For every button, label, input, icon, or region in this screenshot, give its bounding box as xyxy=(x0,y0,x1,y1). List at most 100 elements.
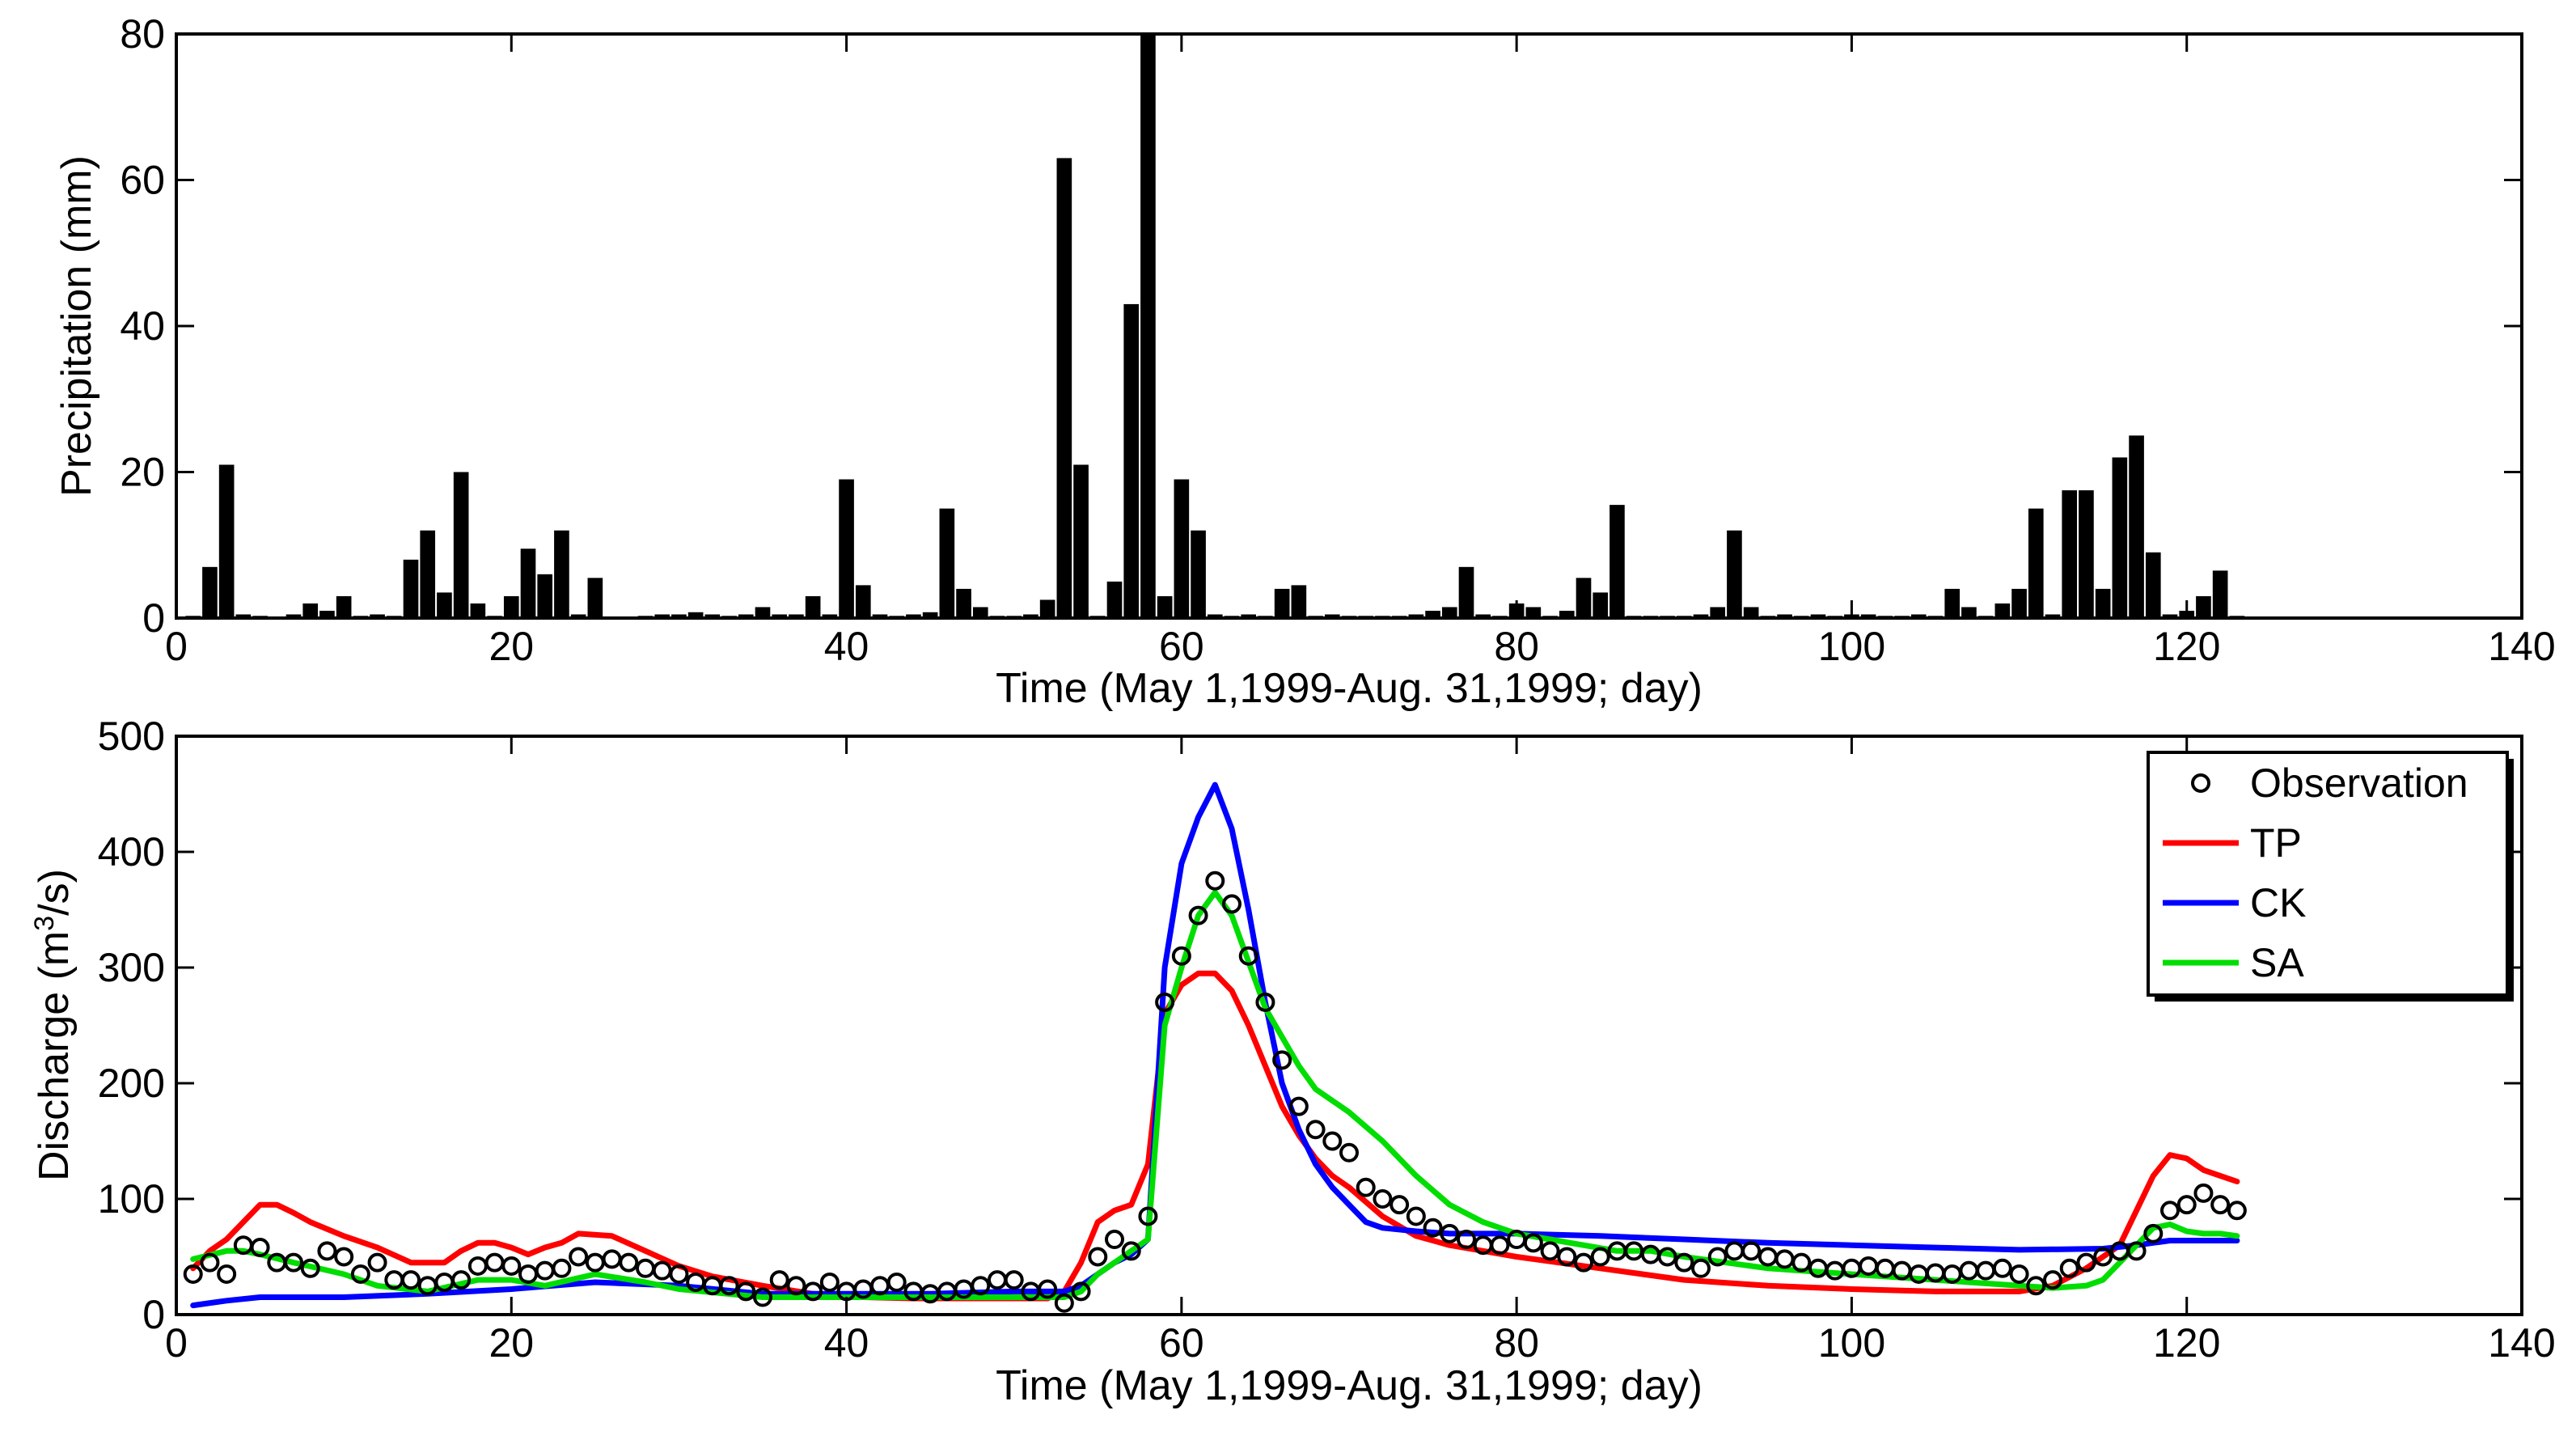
precipitation-bar xyxy=(2196,595,2211,618)
precipitation-bar xyxy=(1157,595,1173,618)
observation-point xyxy=(1054,1293,1074,1313)
precipitation-bar xyxy=(1408,614,1424,618)
x-tick-label: 0 xyxy=(165,624,188,669)
discharge-axes-box xyxy=(175,735,2523,1316)
y-tick-label: 100 xyxy=(98,1176,165,1222)
x-tick-label: 80 xyxy=(1494,1320,1539,1366)
observation-point xyxy=(1523,1233,1543,1253)
observation-point xyxy=(1373,1189,1393,1209)
observation-point xyxy=(2043,1270,2062,1290)
precipitation-bar xyxy=(1743,607,1759,618)
precipitation-bar xyxy=(1191,530,1206,618)
precipitation-ylabel: Precipitation (mm) xyxy=(53,155,100,497)
precipitation-bar xyxy=(755,607,771,618)
precipitation-bar xyxy=(218,464,235,618)
precipitation-bar xyxy=(671,614,687,618)
observation-point xyxy=(200,1252,220,1273)
y-tick-label: 0 xyxy=(142,595,165,641)
precipitation-bar xyxy=(453,472,469,618)
observation-point xyxy=(1741,1241,1762,1261)
precipitation-bar xyxy=(704,614,721,618)
x-tick-label: 100 xyxy=(1818,624,1885,669)
discharge-xlabel: Time (May 1,1999-Aug. 31,1999; day) xyxy=(996,1362,1703,1409)
discharge-ylabel-sup: 3 xyxy=(29,916,60,931)
precipitation-bar xyxy=(1241,614,1257,618)
precipitation-bar xyxy=(939,508,955,618)
y-tick-label: 500 xyxy=(98,714,165,759)
precipitation-bar xyxy=(2162,614,2178,618)
precipitation-bar xyxy=(587,578,603,618)
observation-point xyxy=(1188,905,1208,925)
precipitation-bar xyxy=(1994,603,2011,618)
observation-point xyxy=(1657,1247,1677,1267)
observation-point xyxy=(1004,1270,1024,1290)
x-tick-label: 140 xyxy=(2488,624,2555,669)
observation-point xyxy=(1255,992,1275,1012)
precipitation-bar xyxy=(1727,530,1742,618)
observation-point xyxy=(1390,1195,1410,1215)
precipitation-bar xyxy=(906,614,921,618)
precipitation-bar xyxy=(805,595,821,618)
y-tick-label: 400 xyxy=(98,829,165,875)
precipitation-bar xyxy=(470,603,486,618)
x-tick-label: 60 xyxy=(1159,1320,1204,1366)
observation-point xyxy=(1992,1258,2012,1278)
precipitation-bar xyxy=(1023,614,1038,618)
precipitation-bar xyxy=(1609,505,1625,618)
precipitation-bar xyxy=(1576,578,1592,618)
precipitation-chart: 0 20 40 60 80 100 120 140 0 20 40 60 80 Time (May 1,… xyxy=(53,11,2556,712)
x-tick-label: 100 xyxy=(1818,1320,1885,1366)
precipitation-bar xyxy=(1693,614,1709,618)
x-tick-label: 120 xyxy=(2153,1320,2220,1366)
observation-point xyxy=(619,1252,639,1273)
observation-point xyxy=(1288,1096,1309,1116)
legend-marker-observation xyxy=(2191,773,2210,793)
precipitation-bar xyxy=(570,614,586,618)
observation-point xyxy=(1171,946,1191,966)
precipitation-bar xyxy=(2145,552,2161,618)
precipitation-bar xyxy=(1559,610,1575,618)
observation-point xyxy=(2227,1201,2247,1221)
precipitation-bar xyxy=(370,614,385,618)
series-line-tp xyxy=(190,970,2240,1302)
precipitation-bar xyxy=(687,612,704,618)
precipitation-bar xyxy=(537,574,553,618)
observation-point xyxy=(753,1287,772,1307)
precipitation-bar xyxy=(1073,464,1089,618)
observation-point xyxy=(1540,1241,1560,1261)
precipitation-bar xyxy=(738,614,754,618)
x-tick-label: 60 xyxy=(1159,624,1204,669)
observation-point xyxy=(317,1241,337,1261)
x-tick-label: 40 xyxy=(824,1320,869,1366)
observation-point xyxy=(1440,1223,1460,1243)
observation-point xyxy=(1791,1252,1812,1273)
observation-point xyxy=(1590,1247,1610,1267)
precipitation-bar xyxy=(1475,614,1491,618)
observation-point xyxy=(1490,1235,1510,1256)
observation-point xyxy=(2059,1258,2079,1278)
observation-point xyxy=(2176,1195,2197,1215)
legend-label-sa: SA xyxy=(2250,940,2304,985)
legend: Observation TP CK SA xyxy=(2147,751,2514,1002)
precipitation-bar xyxy=(1039,599,1055,618)
legend-label-observation: Observation xyxy=(2250,760,2468,806)
y-tick-label: 20 xyxy=(120,450,165,495)
precipitation-bar xyxy=(1710,607,1726,618)
precipitation-bar xyxy=(1274,588,1290,618)
precipitation-bar xyxy=(922,612,938,618)
precipitation-bar xyxy=(2011,588,2027,618)
observation-point xyxy=(1574,1252,1593,1273)
precipitation-bar xyxy=(235,614,252,618)
observation-point xyxy=(569,1247,589,1267)
observation-point xyxy=(1272,1050,1292,1070)
legend-entries: Observation TP CK SA xyxy=(2163,760,2468,985)
precipitation-bar xyxy=(403,559,419,618)
observation-point xyxy=(1674,1252,1694,1273)
y-tick-label: 300 xyxy=(98,945,165,990)
precipitation-bar xyxy=(1944,588,1961,618)
precipitation-ticks: 0 20 40 60 80 100 120 140 0 20 40 60 80 xyxy=(120,11,2555,669)
observation-point xyxy=(501,1256,522,1276)
precipitation-bar xyxy=(1140,34,1156,618)
observation-point xyxy=(2026,1276,2046,1296)
discharge-ylabel: Discharge (m3/s) xyxy=(29,869,78,1181)
